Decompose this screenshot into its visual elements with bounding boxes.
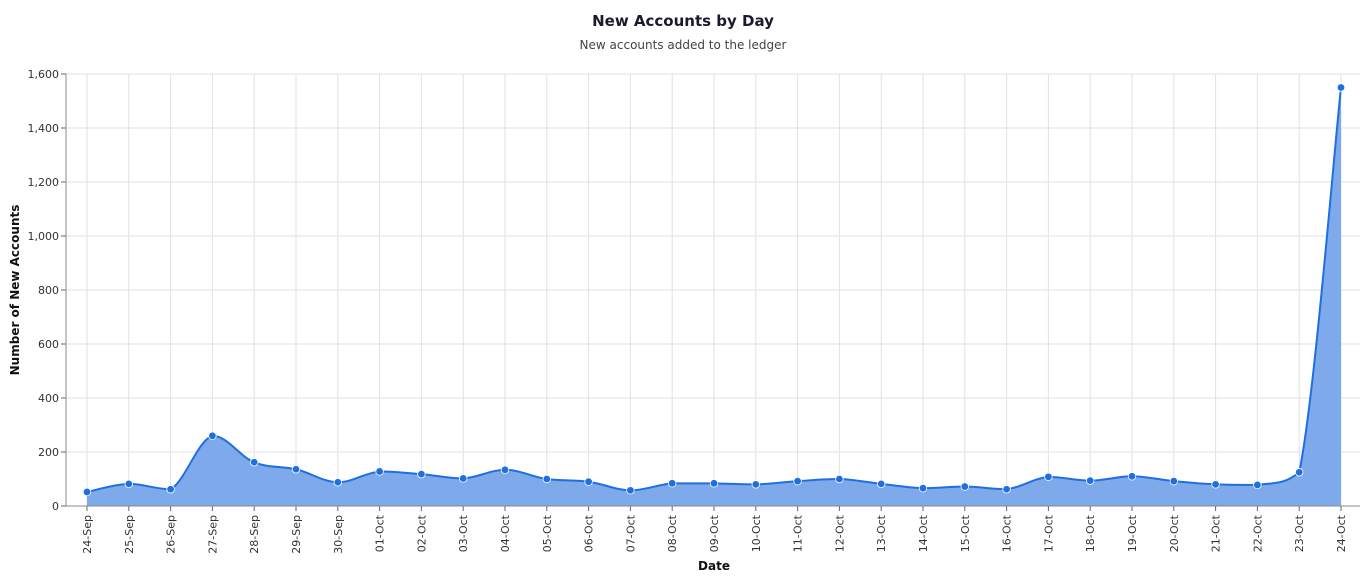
data-point [500,465,510,475]
x-tick-label: 23-Oct [1293,514,1306,552]
data-points [82,83,1346,497]
x-tick-label: 13-Oct [875,514,888,552]
data-point [417,469,426,479]
x-tick-label: 08-Oct [666,514,679,552]
y-axis-label: Number of New Accounts [8,205,22,376]
grid-lines [66,73,1360,507]
y-tick-label: 600 [38,338,59,351]
x-tick-label: 10-Oct [750,514,763,552]
data-point [249,458,259,467]
data-point [333,478,342,487]
x-tick-label: 27-Sep [206,515,219,554]
y-tick-label: 1,400 [28,122,60,135]
data-point [960,482,969,491]
x-tick-label: 16-Oct [1001,514,1014,552]
x-tick-label: 12-Oct [833,514,846,552]
x-tick-label: 06-Oct [583,514,596,552]
data-point [584,477,593,486]
y-tick-label: 400 [38,392,59,405]
y-tick-label: 1,000 [28,230,60,243]
data-point [1127,472,1137,481]
axes [61,73,1360,511]
data-point [1044,472,1053,482]
data-point [1336,83,1346,92]
data-point [208,431,217,440]
data-point [82,487,92,497]
y-tick-label: 1,200 [28,176,60,189]
x-tick-label: 19-Oct [1126,514,1139,552]
x-tick-label: 28-Sep [248,515,261,554]
y-tick-label: 1,600 [28,68,60,81]
x-tick-label: 18-Oct [1084,514,1097,552]
area-fill [87,87,1341,506]
data-point [1085,476,1095,485]
data-point [877,479,886,489]
x-tick-label: 04-Oct [499,514,512,552]
data-point [1211,480,1220,489]
data-point [375,467,384,476]
data-point [1294,468,1304,477]
x-tick-label: 14-Oct [917,514,930,552]
data-point [793,476,802,486]
data-point [709,479,719,488]
x-tick-label: 29-Sep [290,515,303,554]
x-tick-label: 24-Sep [81,515,94,554]
y-tick-label: 200 [38,446,59,459]
data-point [542,474,551,484]
x-tick-label: 11-Oct [792,514,805,552]
data-point [166,485,175,494]
data-point [1002,485,1011,494]
data-point [291,465,301,474]
x-tick-label: 20-Oct [1168,514,1181,552]
chart-title: New Accounts by Day [592,12,774,30]
x-tick-label: 30-Sep [332,515,345,554]
data-point [459,474,468,483]
x-tick-label: 09-Oct [708,514,721,552]
x-tick-label: 03-Oct [457,514,470,552]
data-point [751,480,760,489]
x-tick-label: 21-Oct [1210,514,1223,552]
tick-labels: 0 200 400 600 800 1,000 1,200 1,400 1,600 24-Sep 2… [28,68,1349,554]
data-point [1253,480,1262,490]
y-tick-label: 800 [38,284,59,297]
x-tick-label: 15-Oct [959,514,972,552]
data-point [626,486,635,495]
x-tick-label: 24-Oct [1335,514,1348,552]
x-tick-label: 02-Oct [415,514,428,552]
data-point [835,474,844,484]
x-tick-label: 26-Sep [165,515,178,554]
x-axis-label: Date [698,559,730,573]
x-tick-label: 22-Oct [1251,514,1264,552]
x-tick-label: 17-Oct [1042,514,1055,552]
data-point [918,483,928,493]
y-tick-label: 0 [52,500,59,513]
x-tick-label: 07-Oct [624,514,637,552]
x-tick-label: 01-Oct [374,514,387,552]
chart-subtitle: New accounts added to the ledger [579,38,787,52]
x-tick-label: 05-Oct [541,514,554,552]
x-tick-label: 25-Sep [123,515,136,554]
data-point [124,479,133,489]
data-point [1169,476,1178,486]
data-point [668,479,677,488]
